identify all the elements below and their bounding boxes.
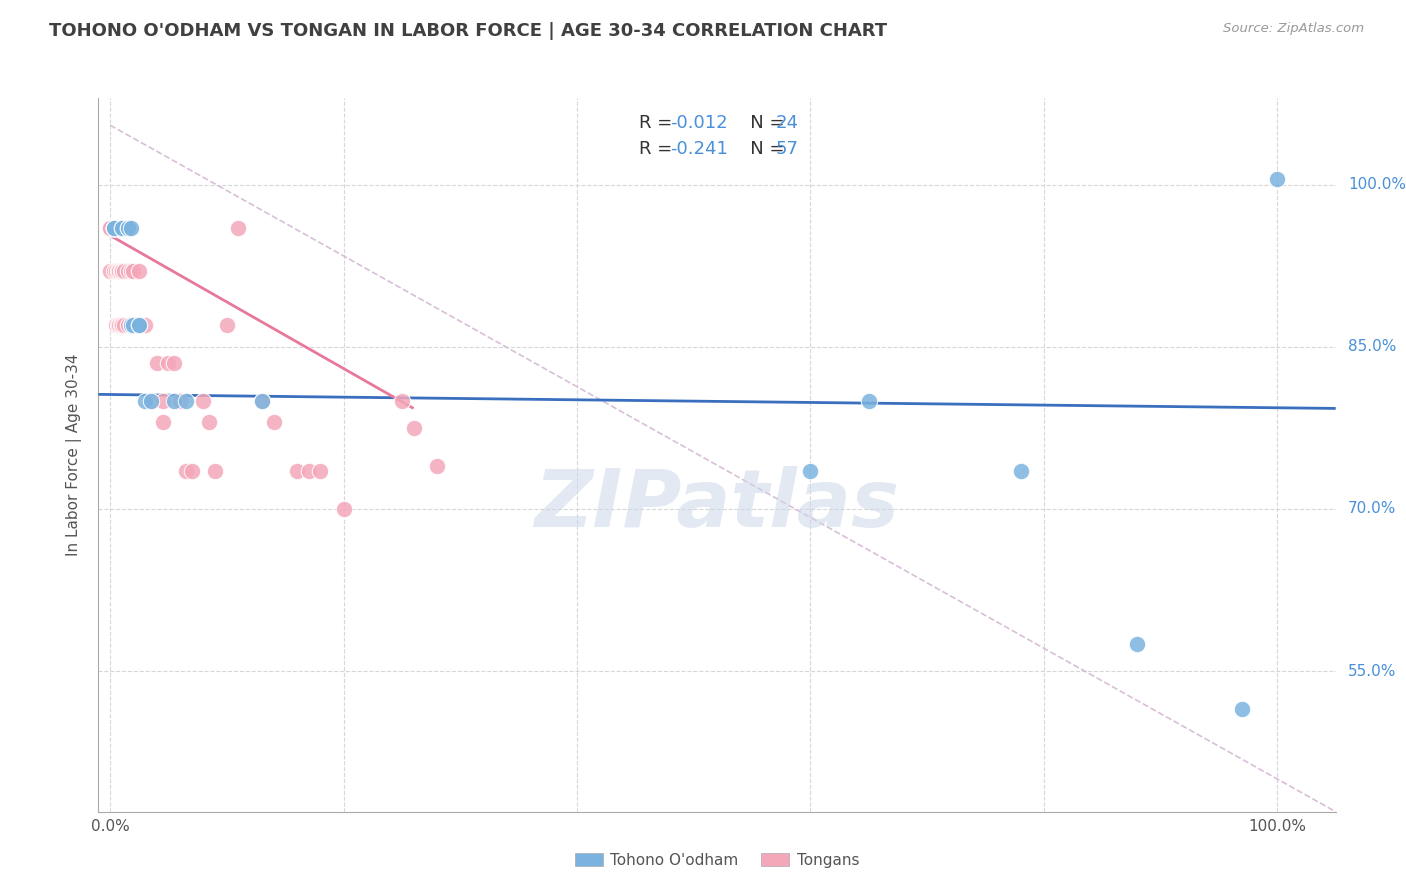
Point: [117, 318, 139, 333]
Legend: Tohono O'odham, Tongans: Tohono O'odham, Tongans: [568, 845, 866, 875]
Point: [120, 318, 142, 333]
Point: [1010, 464, 1032, 478]
Point: [125, 318, 148, 333]
Point: [98, 220, 121, 235]
Text: 55.0%: 55.0%: [1348, 664, 1396, 679]
Text: R =: R =: [640, 114, 678, 132]
Point: [122, 264, 145, 278]
Point: [134, 318, 156, 333]
Point: [198, 416, 221, 430]
Point: [120, 264, 142, 278]
Point: [111, 220, 134, 235]
Text: 24: 24: [775, 114, 799, 132]
Point: [250, 393, 273, 408]
Point: [104, 264, 127, 278]
Point: [117, 220, 139, 235]
Point: [1265, 172, 1288, 186]
Point: [152, 416, 174, 430]
Point: [391, 393, 413, 408]
Text: R =: R =: [640, 141, 678, 159]
Point: [215, 318, 238, 333]
Point: [110, 264, 132, 278]
Point: [163, 356, 186, 370]
Point: [103, 220, 125, 235]
Point: [297, 464, 319, 478]
Point: [402, 421, 425, 435]
Point: [250, 393, 273, 408]
Text: -0.241: -0.241: [671, 141, 728, 159]
Point: [103, 264, 125, 278]
Point: [174, 464, 197, 478]
Point: [285, 464, 308, 478]
Point: [98, 220, 121, 235]
Point: [112, 264, 135, 278]
Point: [263, 416, 285, 430]
Point: [107, 264, 129, 278]
Point: [180, 464, 202, 478]
Text: 100.0%: 100.0%: [1348, 178, 1406, 192]
Point: [309, 464, 332, 478]
Point: [858, 393, 880, 408]
Text: 85.0%: 85.0%: [1348, 339, 1396, 354]
Point: [108, 318, 131, 333]
Point: [128, 318, 150, 333]
Point: [108, 264, 131, 278]
Point: [163, 393, 186, 408]
Point: [112, 318, 135, 333]
Point: [139, 393, 162, 408]
Text: ZIPatlas: ZIPatlas: [534, 466, 900, 544]
Text: Source: ZipAtlas.com: Source: ZipAtlas.com: [1223, 22, 1364, 36]
Text: 57: 57: [775, 141, 799, 159]
Point: [103, 220, 125, 235]
Point: [111, 220, 134, 235]
Point: [111, 264, 134, 278]
Point: [139, 393, 162, 408]
Point: [228, 220, 250, 235]
Text: N =: N =: [733, 114, 790, 132]
Text: TOHONO O'ODHAM VS TONGAN IN LABOR FORCE | AGE 30-34 CORRELATION CHART: TOHONO O'ODHAM VS TONGAN IN LABOR FORCE …: [49, 22, 887, 40]
Point: [98, 264, 121, 278]
Point: [122, 318, 145, 333]
Point: [103, 220, 125, 235]
Point: [120, 318, 142, 333]
Point: [332, 502, 354, 516]
Point: [110, 318, 132, 333]
Y-axis label: In Labor Force | Age 30-34: In Labor Force | Age 30-34: [66, 353, 83, 557]
Point: [98, 220, 121, 235]
Point: [193, 393, 215, 408]
Point: [103, 220, 125, 235]
Point: [1232, 702, 1254, 716]
Point: [104, 220, 127, 235]
Point: [157, 356, 180, 370]
Point: [152, 393, 174, 408]
Point: [107, 220, 129, 235]
Point: [174, 393, 197, 408]
Point: [117, 264, 139, 278]
Point: [107, 318, 129, 333]
Point: [117, 220, 139, 235]
Point: [103, 220, 125, 235]
Point: [128, 318, 150, 333]
Point: [111, 318, 134, 333]
Point: [120, 220, 142, 235]
Point: [128, 264, 150, 278]
Text: -0.012: -0.012: [671, 114, 728, 132]
Text: 70.0%: 70.0%: [1348, 501, 1396, 516]
Point: [103, 220, 125, 235]
Point: [146, 356, 169, 370]
Point: [98, 220, 121, 235]
Text: N =: N =: [733, 141, 790, 159]
Point: [128, 318, 150, 333]
Point: [1126, 637, 1149, 651]
Point: [134, 393, 156, 408]
Point: [111, 220, 134, 235]
Point: [426, 458, 449, 473]
Point: [108, 220, 131, 235]
Point: [104, 318, 127, 333]
Point: [169, 393, 191, 408]
Point: [799, 464, 821, 478]
Point: [122, 318, 145, 333]
Point: [204, 464, 226, 478]
